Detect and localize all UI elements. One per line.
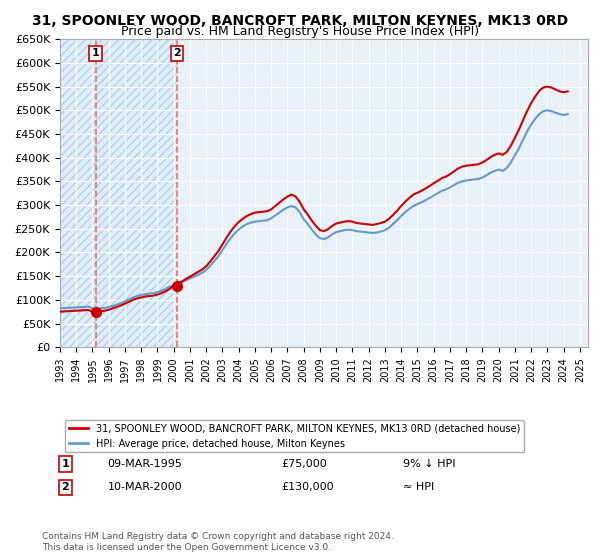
Text: 2: 2 — [173, 48, 181, 58]
Text: 10-MAR-2000: 10-MAR-2000 — [107, 482, 182, 492]
Text: £75,000: £75,000 — [282, 459, 328, 469]
Text: ≈ HPI: ≈ HPI — [403, 482, 434, 492]
Text: £130,000: £130,000 — [282, 482, 334, 492]
Bar — [60, 39, 177, 347]
Text: Price paid vs. HM Land Registry's House Price Index (HPI): Price paid vs. HM Land Registry's House … — [121, 25, 479, 38]
Text: 2: 2 — [61, 482, 69, 492]
Text: 1: 1 — [61, 459, 69, 469]
Legend: 31, SPOONLEY WOOD, BANCROFT PARK, MILTON KEYNES, MK13 0RD (detached house), HPI:: 31, SPOONLEY WOOD, BANCROFT PARK, MILTON… — [65, 420, 524, 452]
Bar — [177, 39, 588, 347]
Text: Contains HM Land Registry data © Crown copyright and database right 2024.
This d: Contains HM Land Registry data © Crown c… — [42, 532, 394, 552]
Text: 31, SPOONLEY WOOD, BANCROFT PARK, MILTON KEYNES, MK13 0RD: 31, SPOONLEY WOOD, BANCROFT PARK, MILTON… — [32, 14, 568, 28]
Text: 1: 1 — [92, 48, 100, 58]
Text: 09-MAR-1995: 09-MAR-1995 — [107, 459, 182, 469]
Text: 9% ↓ HPI: 9% ↓ HPI — [403, 459, 456, 469]
